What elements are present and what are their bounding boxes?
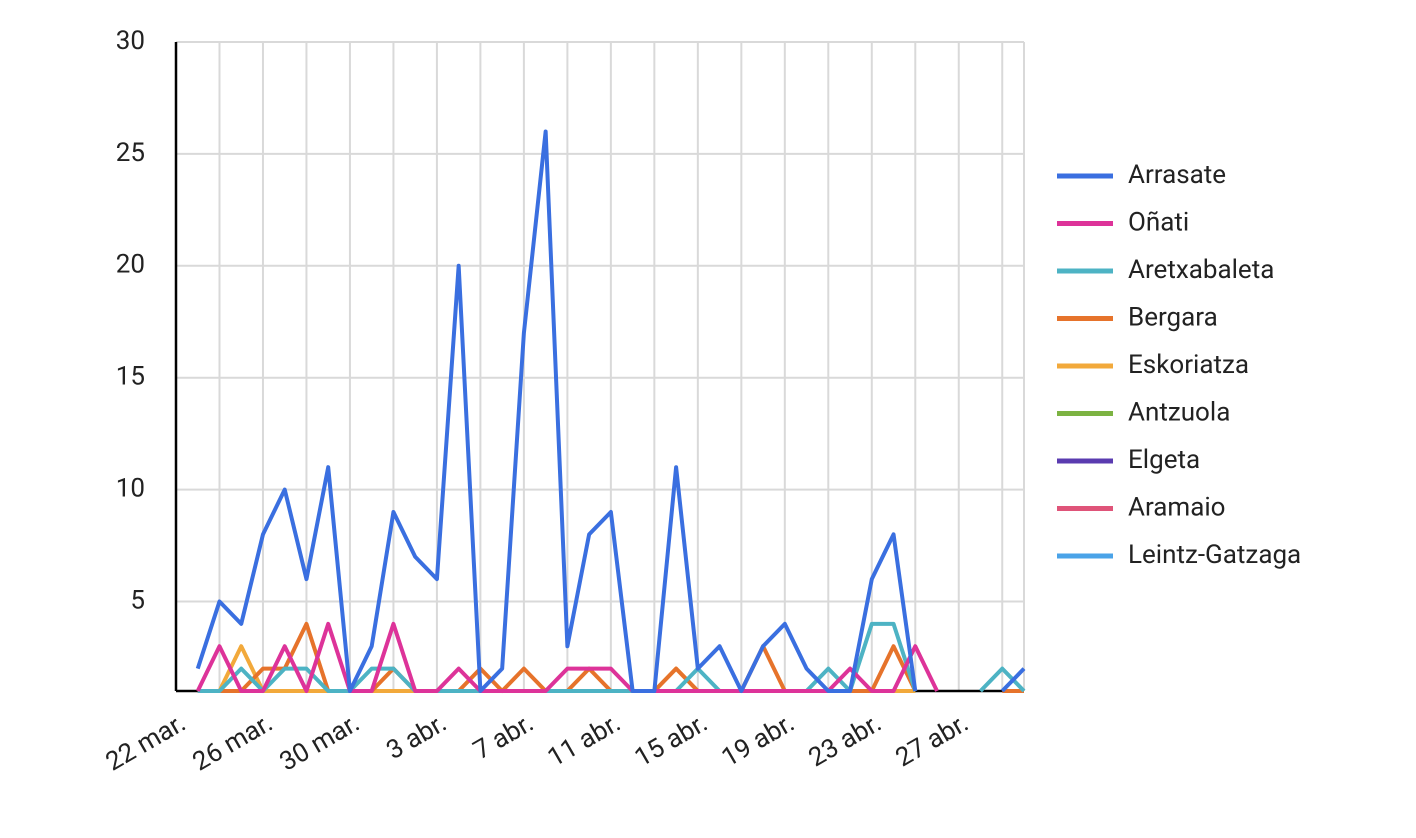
x-tick-label: 23 abr.	[804, 708, 887, 773]
x-tick-label: 30 mar.	[275, 708, 365, 777]
legend-label: Aramaio	[1128, 492, 1226, 522]
series-line	[195, 129, 1026, 693]
x-tick-label: 15 abr.	[630, 708, 713, 773]
y-tick-label: 5	[130, 585, 145, 615]
legend-label: Leintz-Gatzaga	[1128, 540, 1301, 570]
legend-label: Arrasate	[1128, 160, 1226, 190]
x-tick-label: 27 abr.	[891, 708, 974, 773]
y-tick-label: 15	[116, 362, 145, 392]
y-tick-label: 20	[116, 250, 145, 280]
series-line	[195, 621, 939, 693]
x-tick-label: 7 abr.	[468, 708, 538, 766]
y-tick-label: 30	[116, 26, 145, 56]
x-tick-label: 11 abr.	[543, 708, 626, 773]
legend-label: Bergara	[1128, 302, 1218, 332]
x-tick-label: 19 abr.	[717, 708, 800, 773]
legend-label: Elgeta	[1128, 445, 1200, 475]
legend-label: Antzuola	[1128, 397, 1230, 427]
legend-label: Eskoriatza	[1128, 350, 1249, 380]
legend-label: Oñati	[1128, 207, 1189, 237]
legend-label: Aretxabaleta	[1128, 255, 1274, 285]
x-tick-label: 3 abr.	[382, 708, 452, 766]
x-tick-label: 22 mar.	[101, 708, 191, 777]
x-tick-label: 26 mar.	[188, 708, 278, 777]
y-tick-label: 10	[116, 473, 145, 503]
y-tick-label: 25	[116, 138, 145, 168]
